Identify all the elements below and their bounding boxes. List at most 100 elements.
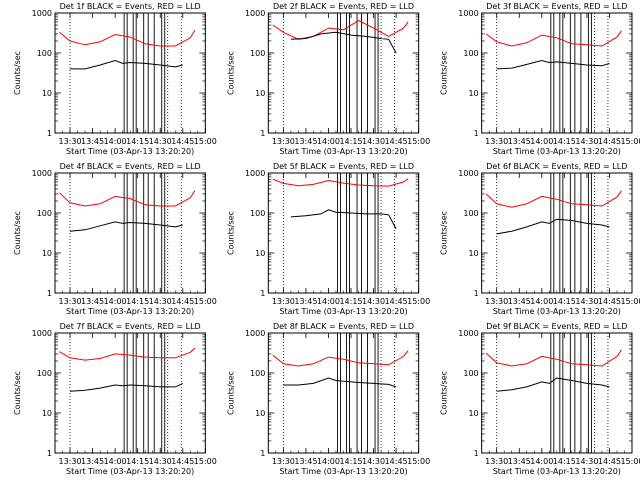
y-tick-label: 100: [37, 209, 52, 218]
chart-panel: Det 4f BLACK = Events, RED = LLD 1 10 100 10…: [13, 162, 217, 316]
y-tick-label: 1000: [458, 329, 478, 338]
y-tick-label: 10: [42, 409, 52, 418]
series-line-0: [59, 190, 196, 207]
x-tick-label: 14:45: [598, 457, 621, 466]
x-tick-label: 13:30: [59, 457, 82, 466]
x-tick-label: 14:30: [362, 457, 385, 466]
series-line-1: [69, 221, 183, 232]
y-tick-label: 100: [37, 49, 52, 58]
y-tick-label: 1: [260, 289, 265, 298]
x-tick-label: 14:45: [385, 137, 408, 146]
x-tick-label: 14:15: [126, 457, 149, 466]
x-tick-label: 14:45: [385, 297, 408, 306]
series-line-1: [496, 218, 610, 235]
plot-frame: [54, 332, 206, 454]
x-tick-label: 13:30: [59, 137, 82, 146]
x-tick-label: 13:45: [81, 457, 104, 466]
x-axis-label: Start Time (03-Apr-13 13:20:20): [493, 307, 621, 316]
x-tick-label: 14:00: [530, 137, 553, 146]
chart-title: Det 4f BLACK = Events, RED = LLD: [60, 162, 201, 171]
chart-title: Det 6f BLACK = Events, RED = LLD: [486, 162, 627, 171]
y-tick-label: 1: [47, 449, 52, 458]
chart-title: Det 2f BLACK = Events, RED = LLD: [273, 2, 414, 11]
series-line-1: [69, 382, 184, 392]
series-line-1: [290, 31, 397, 54]
y-tick-label: 1000: [32, 9, 52, 18]
x-tick-label: 15:00: [407, 297, 430, 306]
x-tick-label: 13:30: [485, 297, 508, 306]
y-tick-label: 100: [37, 369, 52, 378]
chart-panel: Det 3f BLACK = Events, RED = LLD 1 10 100 10…: [440, 2, 640, 156]
y-axis-label: Counts/sec: [440, 211, 449, 255]
plot-frame: [267, 332, 420, 454]
y-axis-label: Counts/sec: [13, 51, 22, 95]
y-tick-label: 1000: [32, 169, 52, 178]
x-tick-label: 13:45: [294, 457, 317, 466]
x-tick-label: 14:30: [149, 457, 172, 466]
y-tick-label: 10: [468, 249, 478, 258]
y-tick-label: 1: [474, 449, 479, 458]
x-tick-label: 14:45: [171, 457, 194, 466]
y-tick-label: 1: [474, 129, 479, 138]
series-line-1: [290, 209, 397, 230]
x-tick-label: 15:00: [620, 137, 640, 146]
y-tick-label: 1: [474, 289, 479, 298]
y-tick-label: 1000: [458, 169, 478, 178]
series-line-1: [70, 59, 183, 70]
x-tick-label: 13:45: [508, 297, 531, 306]
y-tick-label: 10: [468, 409, 478, 418]
y-tick-label: 100: [250, 49, 265, 58]
y-tick-label: 1: [47, 289, 52, 298]
plot-frame: [481, 332, 633, 454]
x-tick-label: 14:45: [598, 137, 621, 146]
x-axis-label: Start Time (03-Apr-13 13:20:20): [493, 147, 621, 156]
x-tick-label: 13:45: [508, 457, 531, 466]
chart-panel: Det 1f BLACK = Events, RED = LLD 1 10 100 10…: [13, 2, 217, 156]
x-tick-label: 14:15: [553, 297, 576, 306]
chart-title: Det 1f BLACK = Events, RED = LLD: [60, 2, 201, 11]
x-tick-label: 15:00: [194, 297, 217, 306]
x-tick-label: 14:30: [149, 137, 172, 146]
y-tick-label: 1: [47, 129, 52, 138]
series-line-0: [485, 349, 622, 367]
chart-title: Det 7f BLACK = Events, RED = LLD: [60, 322, 201, 331]
y-tick-label: 1000: [32, 329, 52, 338]
x-tick-label: 15:00: [407, 457, 430, 466]
x-tick-label: 14:00: [530, 297, 553, 306]
y-axis-label: Counts/sec: [226, 51, 235, 95]
chart-panel: Det 2f BLACK = Events, RED = LLD 1 10 100 10…: [226, 2, 430, 156]
y-tick-label: 1: [260, 129, 265, 138]
y-tick-label: 1000: [245, 169, 265, 178]
y-tick-label: 1000: [458, 9, 478, 18]
chart-title: Det 5f BLACK = Events, RED = LLD: [273, 162, 414, 171]
series-line-0: [59, 347, 196, 361]
x-tick-label: 14:00: [530, 457, 553, 466]
chart-panel: Det 5f BLACK = Events, RED = LLD 1 10 100 10…: [226, 162, 430, 316]
plot-frame: [54, 172, 206, 294]
x-tick-label: 13:30: [272, 297, 295, 306]
x-tick-label: 13:30: [272, 137, 295, 146]
x-tick-label: 14:45: [385, 457, 408, 466]
y-tick-label: 1: [260, 449, 265, 458]
y-axis-label: Counts/sec: [440, 371, 449, 415]
x-tick-label: 15:00: [194, 137, 217, 146]
x-tick-label: 14:15: [126, 137, 149, 146]
y-tick-label: 10: [42, 89, 52, 98]
x-tick-label: 14:15: [553, 457, 576, 466]
series-line-1: [283, 377, 397, 388]
series-line-0: [272, 350, 409, 367]
x-axis-label: Start Time (03-Apr-13 13:20:20): [279, 307, 407, 316]
x-tick-label: 13:30: [485, 137, 508, 146]
x-axis-label: Start Time (03-Apr-13 13:20:20): [279, 467, 407, 476]
chart-panel: Det 6f BLACK = Events, RED = LLD 1 10 100 10…: [440, 162, 640, 316]
x-tick-label: 14:15: [339, 457, 362, 466]
y-tick-label: 100: [463, 49, 478, 58]
y-axis-label: Counts/sec: [226, 211, 235, 255]
x-tick-label: 13:30: [59, 297, 82, 306]
x-tick-label: 14:45: [171, 297, 194, 306]
y-tick-label: 1000: [245, 329, 265, 338]
x-axis-label: Start Time (03-Apr-13 13:20:20): [66, 307, 194, 316]
y-tick-label: 1000: [245, 9, 265, 18]
x-tick-label: 14:00: [317, 457, 340, 466]
x-tick-label: 14:30: [575, 137, 598, 146]
